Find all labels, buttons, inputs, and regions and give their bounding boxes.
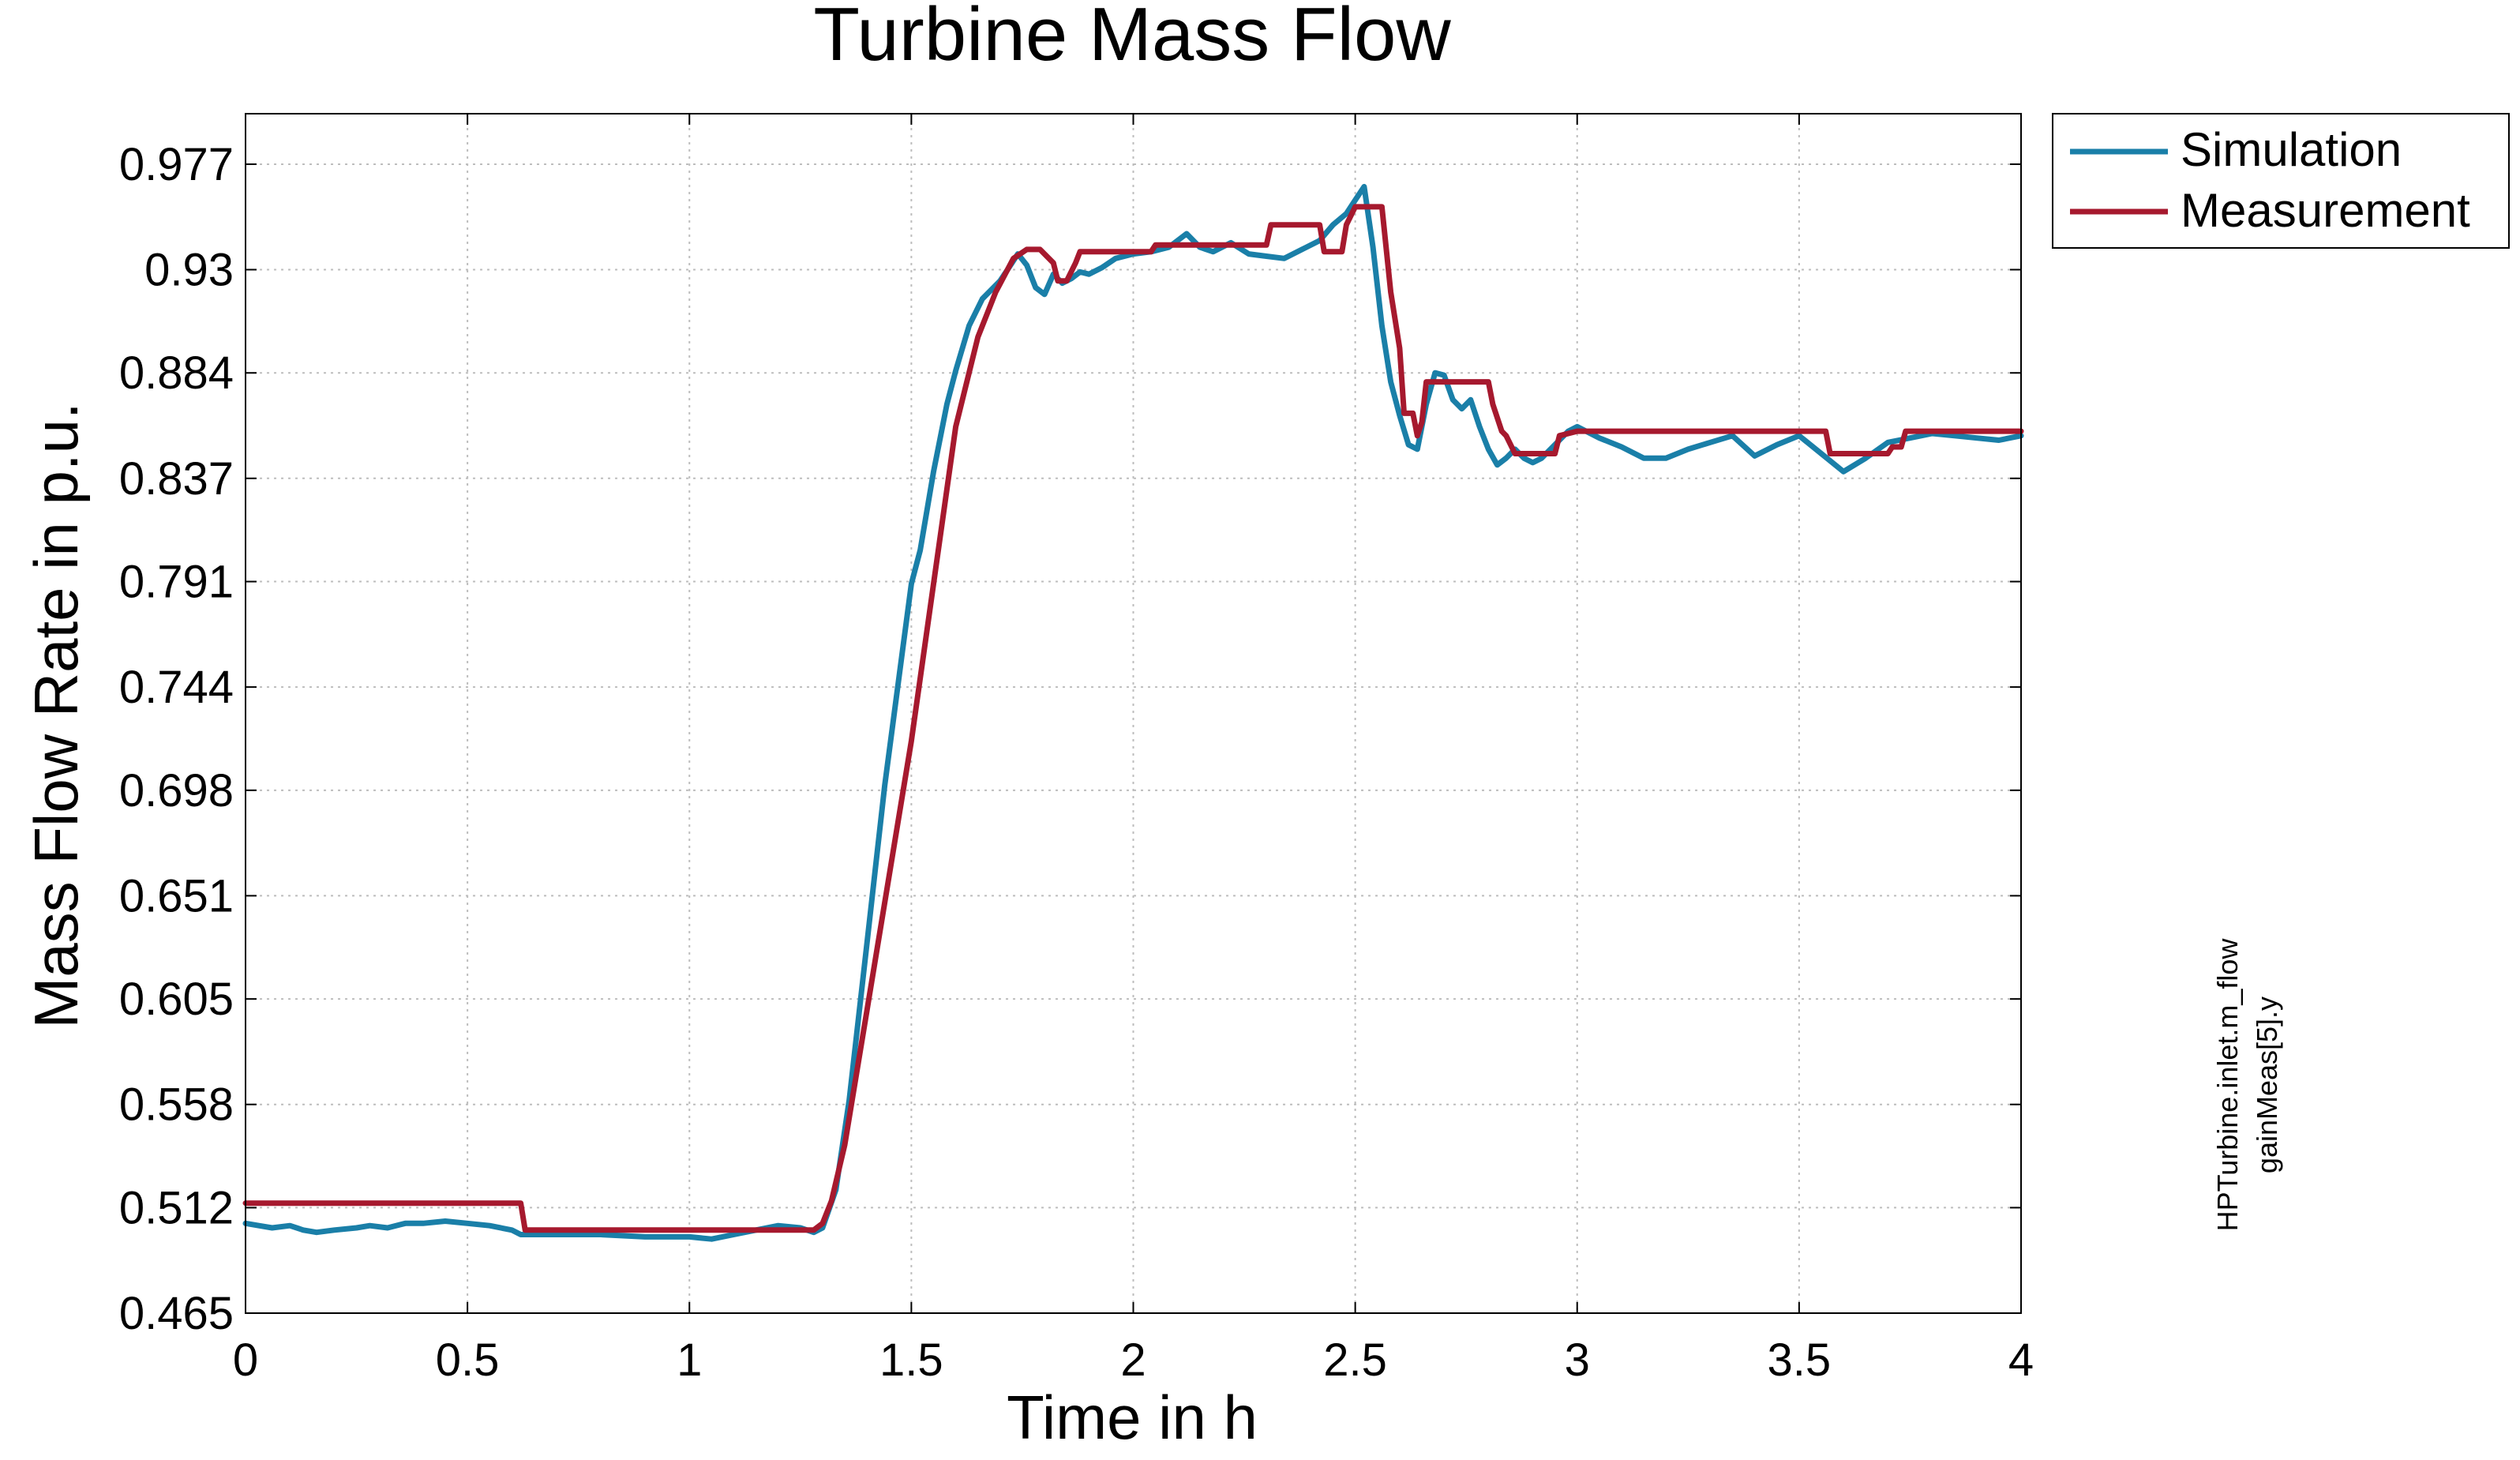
y-tick-label: 0.977 (119, 139, 234, 190)
x-tick-label: 4 (2008, 1334, 2034, 1386)
grid-layer (246, 114, 2021, 1313)
x-tick-label: 3 (1565, 1334, 1590, 1386)
legend: Simulation Measurement (2052, 113, 2510, 249)
y-tick-label: 0.465 (119, 1288, 234, 1339)
x-axis-ticks: 0 0.5 1 1.5 2 2.5 3 3.5 4 (233, 114, 2034, 1386)
chart-title: Turbine Mass Flow (813, 0, 1451, 77)
x-axis-label: Time in h (1007, 1383, 1258, 1452)
side-annotation: HPTurbine.inlet.m_flow gainMeas[5].y (2211, 938, 2283, 1232)
y-tick-label: 0.837 (119, 453, 234, 505)
y-tick-label: 0.884 (119, 347, 234, 399)
legend-label-simulation: Simulation (2181, 123, 2402, 176)
x-tick-label: 1.5 (879, 1334, 943, 1386)
y-axis-ticks: 0.465 0.512 0.558 0.605 0.651 0.698 0.744 0.791… (119, 139, 2021, 1339)
y-tick-label: 0.512 (119, 1182, 234, 1233)
x-tick-label: 1 (677, 1334, 702, 1386)
y-tick-label: 0.791 (119, 557, 234, 608)
y-tick-label: 0.605 (119, 974, 234, 1025)
y-tick-label: 0.93 (144, 245, 234, 296)
x-tick-label: 2 (1120, 1334, 1146, 1386)
series-line-measurement (242, 204, 2024, 1233)
series-layer (242, 183, 2024, 1242)
x-tick-label: 3.5 (1768, 1334, 1832, 1386)
x-tick-label: 0 (233, 1334, 258, 1386)
side-annotation-line-1: HPTurbine.inlet.m_flow (2211, 938, 2244, 1232)
x-tick-label: 0.5 (436, 1334, 500, 1386)
y-tick-label: 0.698 (119, 765, 234, 816)
y-tick-label: 0.651 (119, 870, 234, 921)
x-tick-label: 2.5 (1323, 1334, 1387, 1386)
y-tick-label: 0.558 (119, 1079, 234, 1131)
legend-label-measurement: Measurement (2181, 184, 2470, 237)
y-axis-label: Mass Flow Rate in p.u. (21, 402, 91, 1028)
legend-box (2052, 113, 2510, 249)
side-annotation-line-2: gainMeas[5].y (2251, 996, 2283, 1173)
y-tick-label: 0.744 (119, 662, 234, 713)
